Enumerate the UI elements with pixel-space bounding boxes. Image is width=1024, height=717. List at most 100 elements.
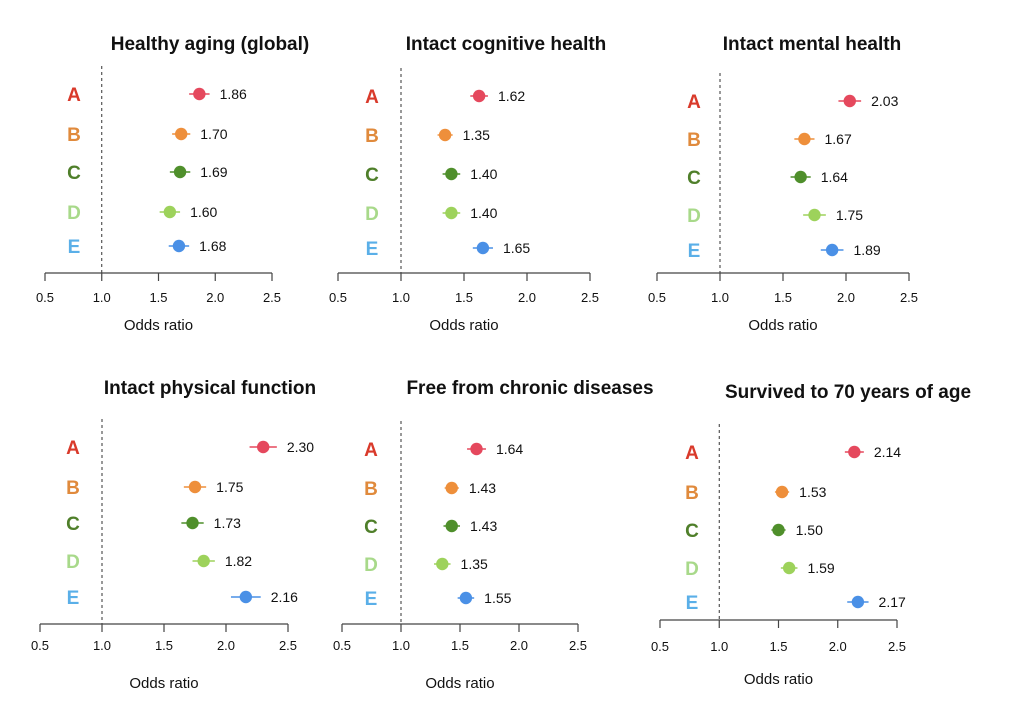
x-tick-label: 2.5	[263, 290, 281, 305]
row-label-e: E	[365, 589, 378, 610]
x-tick-label: 2.5	[581, 290, 599, 305]
forest-panel-6: Survived to 70 years of age 0.5 1.0 1.5 2.0 2…	[651, 382, 971, 688]
row-label-d: D	[685, 559, 699, 580]
x-tick-label: 2.5	[279, 638, 297, 653]
panel-title: Intact mental health	[723, 34, 901, 55]
forest-panel-4: Intact physical function 0.5 1.0 1.5 2.0 2.5 O…	[31, 378, 316, 692]
point-a	[193, 87, 206, 101]
row-label-b: B	[687, 130, 701, 151]
panel-title: Free from chronic diseases	[406, 378, 653, 399]
x-tick-label: 1.5	[455, 290, 473, 305]
x-tick-label: 1.0	[710, 639, 728, 654]
value-label-e: 1.65	[503, 240, 530, 256]
row-label-c: C	[67, 163, 81, 184]
value-label-c: 1.69	[200, 164, 227, 180]
row-label-b: B	[67, 125, 81, 146]
point-a	[470, 442, 483, 456]
panel-title: Intact physical function	[104, 378, 316, 399]
row-label-a: A	[365, 87, 379, 108]
row-label-c: C	[66, 514, 80, 535]
row-label-b: B	[685, 483, 699, 504]
x-tick-label: 1.0	[392, 290, 410, 305]
x-tick-label: 0.5	[651, 639, 669, 654]
value-label-e: 1.89	[853, 242, 880, 258]
x-axis-label: Odds ratio	[425, 675, 494, 692]
row-label-d: D	[365, 204, 379, 225]
x-tick-label: 2.0	[206, 290, 224, 305]
point-e	[851, 595, 865, 609]
row-label-a: A	[66, 438, 80, 459]
x-tick-label: 2.5	[569, 638, 587, 653]
value-label-a: 1.64	[496, 441, 523, 457]
value-label-b: 1.70	[200, 126, 227, 142]
x-tick-label: 1.5	[769, 639, 787, 654]
point-a	[848, 445, 861, 459]
row-label-d: D	[67, 203, 81, 224]
value-label-d: 1.59	[807, 560, 834, 576]
x-axis-label: Odds ratio	[744, 671, 813, 688]
value-label-c: 1.73	[214, 515, 241, 531]
point-e	[476, 241, 490, 255]
point-d	[436, 557, 449, 571]
row-label-e: E	[366, 239, 379, 260]
row-label-b: B	[364, 479, 378, 500]
point-b	[798, 132, 811, 146]
point-c	[445, 167, 458, 181]
row-label-d: D	[66, 552, 80, 573]
value-label-d: 1.35	[461, 556, 488, 572]
x-tick-label: 2.0	[829, 639, 847, 654]
row-label-a: A	[687, 92, 701, 113]
panel-title: Survived to 70 years of age	[725, 382, 971, 403]
value-label-c: 1.40	[470, 166, 497, 182]
row-label-e: E	[686, 593, 699, 614]
x-tick-label: 1.5	[149, 290, 167, 305]
x-tick-label: 2.0	[510, 638, 528, 653]
value-label-d: 1.60	[190, 204, 217, 220]
point-a	[257, 440, 270, 454]
row-label-a: A	[364, 440, 378, 461]
point-e	[239, 590, 253, 604]
value-label-a: 2.30	[287, 439, 314, 455]
value-label-b: 1.35	[463, 127, 490, 143]
forest-panel-3: Intact mental health 0.5 1.0 1.5 2.0 2.5 Odds …	[648, 34, 918, 334]
point-b	[775, 485, 789, 499]
value-label-e: 1.68	[199, 238, 226, 254]
row-label-a: A	[67, 85, 81, 106]
panel-title: Intact cognitive health	[406, 34, 607, 55]
row-label-c: C	[364, 517, 378, 538]
x-tick-label: 1.5	[155, 638, 173, 653]
row-label-e: E	[68, 237, 81, 258]
row-label-c: C	[365, 165, 379, 186]
forest-panel-2: Intact cognitive health 0.5 1.0 1.5 2.0 2.5 Od…	[329, 34, 606, 334]
x-tick-label: 2.0	[518, 290, 536, 305]
point-b	[438, 128, 452, 142]
point-b	[175, 127, 188, 141]
row-label-b: B	[365, 126, 379, 147]
x-tick-label: 2.0	[217, 638, 235, 653]
row-label-b: B	[66, 478, 80, 499]
value-label-c: 1.50	[796, 522, 823, 538]
x-axis-label: Odds ratio	[429, 317, 498, 334]
x-axis-label: Odds ratio	[124, 317, 193, 334]
x-tick-label: 1.0	[93, 290, 111, 305]
value-label-e: 1.55	[484, 590, 511, 606]
point-c	[794, 170, 807, 184]
value-label-a: 2.14	[874, 444, 901, 460]
value-label-c: 1.64	[821, 169, 848, 185]
point-e	[825, 243, 839, 257]
point-e	[172, 239, 186, 253]
x-axis-label: Odds ratio	[129, 675, 198, 692]
row-label-c: C	[687, 168, 701, 189]
point-d	[445, 206, 458, 220]
value-label-e: 2.16	[271, 589, 298, 605]
point-d	[163, 205, 177, 219]
point-c	[772, 523, 785, 537]
point-e	[459, 591, 473, 605]
value-label-b: 1.43	[469, 480, 496, 496]
value-label-b: 1.67	[825, 131, 852, 147]
value-label-c: 1.43	[470, 518, 497, 534]
value-label-e: 2.17	[879, 594, 906, 610]
point-c	[186, 516, 199, 530]
x-tick-label: 0.5	[36, 290, 54, 305]
